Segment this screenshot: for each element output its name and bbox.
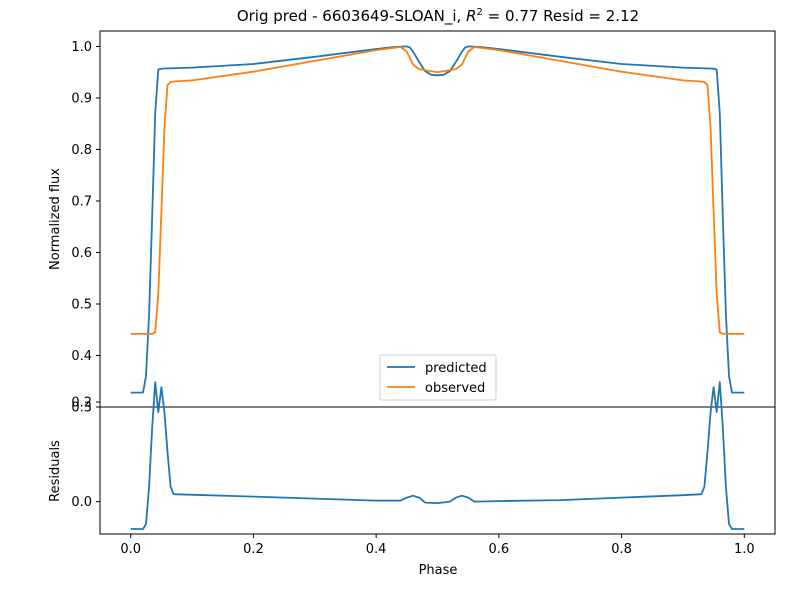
- bottom-ytick-label: 0.0: [71, 495, 92, 510]
- xtick-label: 0.4: [366, 542, 387, 557]
- top-ytick-label: 0.5: [71, 297, 92, 312]
- top-plot-frame: [99, 30, 776, 408]
- observed-line: [130, 46, 745, 335]
- top-ytick-label: 1.0: [71, 40, 92, 55]
- title-sup: 2: [477, 7, 483, 18]
- top-ytick-label: 0.9: [71, 91, 92, 106]
- residuals-line: [130, 381, 745, 530]
- xtick-label: 0.0: [120, 542, 141, 557]
- bottom-panel: 0.0 0.2 0.0 0.2 0.4 0.6 0.8 1.0 Residuals Phas…: [48, 381, 776, 578]
- top-ytick-label: 0.4: [71, 349, 92, 364]
- title-suffix: = 0.77 Resid = 2.12: [483, 7, 639, 25]
- top-ytick-label: 0.7: [71, 194, 92, 209]
- top-ytick-label: 0.8: [71, 143, 92, 158]
- legend-predicted-label: predicted: [425, 361, 487, 376]
- xtick-label: 0.8: [611, 542, 632, 557]
- bottom-ytick-label: 0.2: [71, 396, 92, 411]
- legend-observed-label: observed: [425, 381, 485, 396]
- predicted-line: [130, 45, 745, 394]
- x-axis-title: Phase: [419, 563, 458, 578]
- y-axis-title: Normalized flux: [48, 168, 63, 270]
- xtick-label: 1.0: [734, 542, 755, 557]
- residuals-axis-title: Residuals: [48, 440, 63, 502]
- chart-title: Orig pred - 6603649-SLOAN_i, R2 = 0.77 R…: [237, 7, 639, 26]
- top-panel: 0.3 0.4 0.5 0.6 0.7 0.8 0.9 1.0 Normalized flux…: [48, 30, 776, 416]
- top-ytick-label: 0.6: [71, 246, 92, 261]
- title-r2: R: [466, 7, 476, 25]
- legend: predicted observed: [379, 354, 497, 401]
- xtick-label: 0.2: [243, 542, 264, 557]
- title-prefix: Orig pred - 6603649-SLOAN_i,: [237, 7, 466, 26]
- top-ytick-label: 0.3: [71, 401, 92, 416]
- bottom-plot-frame: [99, 406, 776, 535]
- xtick-label: 0.6: [489, 542, 510, 557]
